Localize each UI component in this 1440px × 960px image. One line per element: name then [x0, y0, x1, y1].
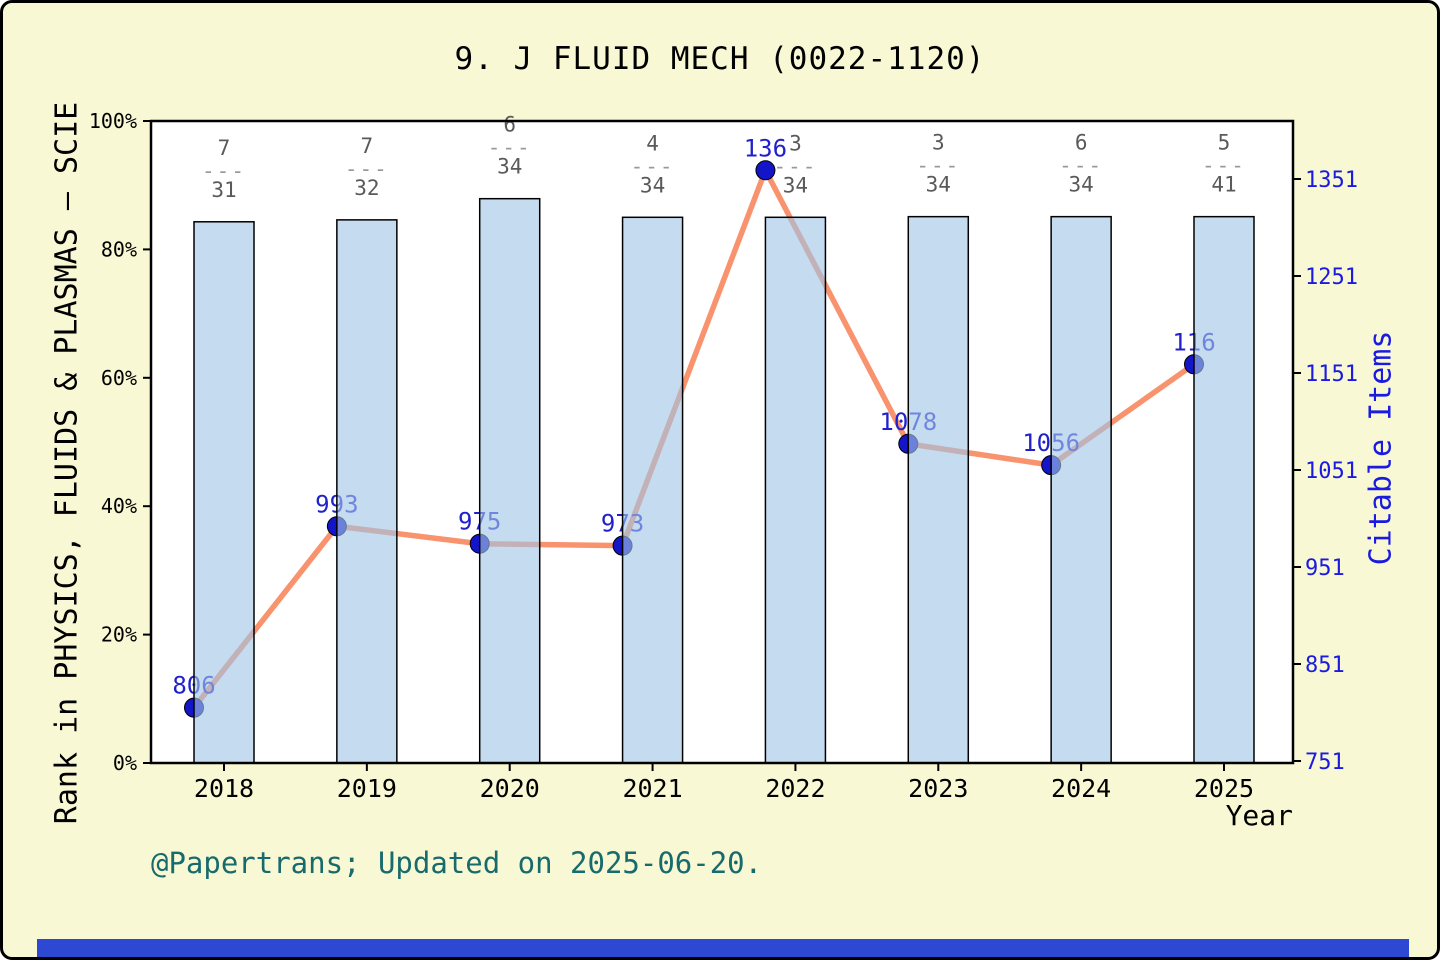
plot-area: [151, 121, 1293, 763]
right-tick-label-851: 851: [1305, 653, 1345, 678]
rank-denominator-2021: 34: [640, 173, 665, 197]
rank-denominator-2023: 34: [926, 173, 951, 197]
rank-divider-2018: ---: [202, 159, 246, 183]
rank-bar-2022: [764, 216, 827, 764]
rank-bar-2025: [1193, 215, 1255, 764]
rank-divider-2020: ---: [488, 136, 532, 160]
x-tick-label-2025: 2025: [1194, 774, 1254, 803]
left-tick-label-60%: 60%: [101, 366, 137, 390]
x-tick-label-2023: 2023: [908, 774, 968, 803]
rank-numerator-2022: 3: [789, 131, 802, 155]
right-tick-label-1351: 1351: [1305, 168, 1358, 193]
attribution-text: @Papertrans; Updated on 2025-06-20.: [151, 846, 763, 880]
rank-numerator-2023: 3: [932, 131, 945, 155]
rank-numerator-2020: 6: [503, 113, 516, 137]
rank-bar-2023: [907, 215, 970, 764]
chart-title: 9. J FLUID MECH (0022-1120): [454, 41, 986, 77]
rank-denominator-2025: 41: [1211, 173, 1236, 197]
rank-divider-2022: ---: [773, 154, 817, 178]
left-tick-label-100%: 100%: [89, 109, 137, 133]
rank-numerator-2019: 7: [361, 134, 374, 158]
x-tick-label-2018: 2018: [194, 774, 254, 803]
plot-border: [149, 119, 1295, 765]
x-tick-label-2024: 2024: [1051, 774, 1111, 803]
rank-denominator-2020: 34: [497, 155, 522, 179]
x-tick-label-2022: 2022: [765, 774, 825, 803]
rank-divider-2025: ---: [1202, 154, 1246, 178]
rank-denominator-2024: 34: [1068, 173, 1093, 197]
rank-bar-2020: [478, 197, 541, 764]
marker-2022: [755, 160, 776, 181]
rank-divider-2023: ---: [916, 154, 960, 178]
left-tick-label-40%: 40%: [101, 494, 137, 518]
rank-denominator-2018: 31: [211, 178, 236, 202]
rank-numerator-2021: 4: [646, 131, 659, 155]
right-tick-label-951: 951: [1305, 556, 1345, 581]
rank-divider-2021: ---: [631, 154, 675, 178]
rank-divider-2019: ---: [345, 157, 389, 181]
x-tick-label-2021: 2021: [622, 774, 682, 803]
left-tick-label-80%: 80%: [101, 237, 137, 261]
rank-bar-2018: [193, 221, 255, 764]
right-tick-label-1151: 1151: [1305, 362, 1358, 387]
rank-numerator-2024: 6: [1075, 131, 1088, 155]
rank-denominator-2022: 34: [783, 173, 808, 197]
x-tick-label-2019: 2019: [337, 774, 397, 803]
rank-divider-2024: ---: [1059, 154, 1103, 178]
right-tick-label-751: 751: [1305, 750, 1345, 775]
rank-bar-2019: [336, 219, 398, 764]
rank-numerator-2018: 7: [218, 136, 231, 160]
left-tick-label-0%: 0%: [113, 751, 137, 775]
combo-chart-canvas: 806993975973136107810561167---317---326-…: [89, 109, 1358, 832]
rank-numerator-2025: 5: [1218, 131, 1231, 155]
footer-accent-bar: [37, 939, 1409, 957]
x-tick-label-2020: 2020: [480, 774, 540, 803]
rank-bar-2021: [621, 216, 684, 764]
x-axis-title: Year: [1226, 799, 1293, 832]
rank-bar-2024: [1050, 215, 1112, 764]
value-label-2022: 136: [744, 134, 787, 162]
left-tick-label-20%: 20%: [101, 623, 137, 647]
right-tick-label-1051: 1051: [1305, 459, 1358, 484]
rank-denominator-2019: 32: [354, 176, 379, 200]
right-tick-label-1251: 1251: [1305, 265, 1358, 290]
